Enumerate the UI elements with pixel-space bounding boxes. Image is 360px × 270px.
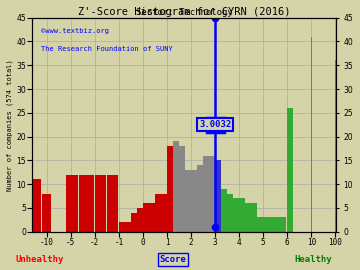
- Text: 3.0032: 3.0032: [199, 120, 231, 129]
- Bar: [251, 203, 257, 232]
- Bar: [131, 212, 136, 232]
- Bar: [137, 208, 143, 232]
- Y-axis label: Number of companies (574 total): Number of companies (574 total): [7, 59, 13, 191]
- Text: Score: Score: [159, 255, 186, 264]
- Bar: [143, 203, 149, 232]
- Bar: [79, 175, 94, 232]
- Bar: [269, 217, 286, 232]
- Text: Healthy: Healthy: [294, 255, 332, 264]
- Bar: [287, 108, 293, 232]
- Bar: [191, 170, 197, 232]
- Bar: [42, 194, 51, 232]
- Title: Z'-Score Histogram for CYRN (2016): Z'-Score Histogram for CYRN (2016): [78, 7, 290, 17]
- Bar: [173, 141, 179, 232]
- Bar: [185, 170, 191, 232]
- Bar: [125, 222, 131, 232]
- Bar: [107, 175, 118, 232]
- Bar: [257, 217, 263, 232]
- Bar: [197, 165, 203, 232]
- Bar: [233, 198, 239, 232]
- Bar: [245, 203, 251, 232]
- Text: Unhealthy: Unhealthy: [15, 255, 64, 264]
- Text: ©www.textbiz.org: ©www.textbiz.org: [41, 28, 109, 34]
- Bar: [227, 194, 233, 232]
- Bar: [239, 198, 245, 232]
- Bar: [155, 194, 161, 232]
- Bar: [263, 217, 269, 232]
- Bar: [161, 194, 167, 232]
- Bar: [119, 222, 125, 232]
- Bar: [149, 203, 155, 232]
- Bar: [221, 189, 227, 232]
- Bar: [66, 175, 78, 232]
- Bar: [95, 175, 106, 232]
- Bar: [215, 160, 221, 232]
- Bar: [32, 179, 41, 232]
- Bar: [209, 156, 215, 232]
- Bar: [167, 146, 173, 232]
- Text: The Research Foundation of SUNY: The Research Foundation of SUNY: [41, 46, 173, 52]
- Bar: [203, 156, 209, 232]
- Bar: [179, 146, 185, 232]
- Text: Sector: Technology: Sector: Technology: [136, 8, 232, 17]
